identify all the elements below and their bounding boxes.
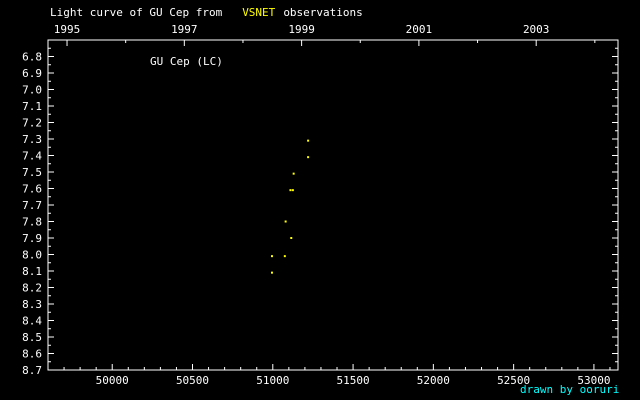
x-tick-label: 53000: [577, 374, 610, 387]
y-tick-label: 7.6: [22, 183, 42, 196]
data-point: [270, 255, 273, 258]
y-tick-label: 7.8: [22, 216, 42, 229]
y-tick-label: 8.0: [22, 249, 42, 262]
data-point: [307, 156, 310, 159]
x-tick-label: 51000: [256, 374, 289, 387]
y-tick-label: 8.5: [22, 331, 42, 344]
data-point: [289, 189, 292, 192]
year-tick-label: 1997: [171, 23, 198, 36]
x-tick-label: 50000: [96, 374, 129, 387]
title-prefix: Light curve of GU Cep from: [50, 6, 223, 19]
title-suffix: observations: [283, 6, 362, 19]
y-tick-label: 8.2: [22, 282, 42, 295]
y-tick-label: 8.7: [22, 364, 42, 377]
y-tick-label: 8.4: [22, 315, 42, 328]
title-accent: VSNET: [242, 6, 275, 19]
data-point: [307, 139, 310, 142]
data-point: [292, 172, 295, 175]
x-tick-label: 51500: [337, 374, 370, 387]
y-tick-label: 7.2: [22, 117, 42, 130]
x-tick-label: 50500: [176, 374, 209, 387]
credit-text: drawn by ooruri: [520, 383, 619, 396]
star-label: GU Cep (LC): [150, 55, 223, 68]
data-point: [291, 189, 294, 192]
x-tick-label: 52500: [497, 374, 530, 387]
y-tick-label: 7.1: [22, 100, 42, 113]
year-tick-label: 2001: [406, 23, 433, 36]
y-tick-label: 7.0: [22, 84, 42, 97]
year-tick-label: 1995: [54, 23, 81, 36]
y-tick-label: 7.3: [22, 133, 42, 146]
y-tick-label: 8.3: [22, 298, 42, 311]
y-tick-label: 7.7: [22, 199, 42, 212]
y-tick-label: 7.9: [22, 232, 42, 245]
axis-ticks: 6.8 6.9 7.0 7.1 7.2 7.3 7.4 7.5 7.6 7.7 7.8 7.9 8.0 8…: [22, 23, 618, 387]
x-tick-label: 52000: [417, 374, 450, 387]
year-tick-label: 1999: [288, 23, 315, 36]
y-tick-label: 7.4: [22, 150, 42, 163]
y-tick-label: 7.5: [22, 166, 42, 179]
data-points: [270, 139, 310, 274]
data-point: [283, 255, 286, 258]
y-tick-label: 6.9: [22, 67, 42, 80]
y-tick-label: 8.6: [22, 348, 42, 361]
y-tick-label: 6.8: [22, 51, 42, 64]
chart-title: Light curve of GU Cep from VSNET observati…: [50, 6, 363, 19]
data-point: [270, 271, 273, 274]
year-tick-label: 2003: [523, 23, 550, 36]
y-tick-label: 8.1: [22, 265, 42, 278]
data-point: [290, 237, 293, 239]
data-point: [284, 220, 287, 223]
